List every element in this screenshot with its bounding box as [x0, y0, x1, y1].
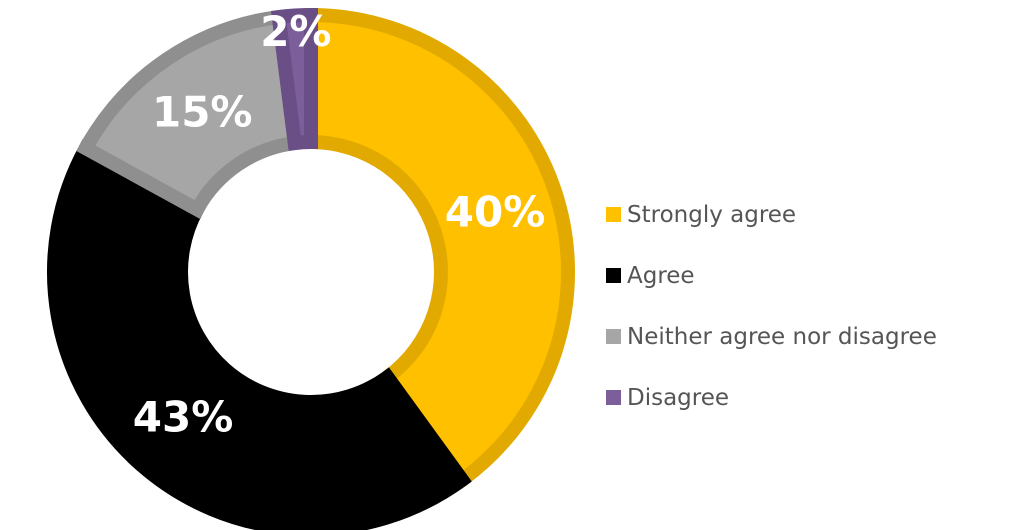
- slice-label-disagree: 2%: [260, 7, 331, 56]
- slice-disagree: [270, 7, 318, 151]
- legend-label-strongly-agree: Strongly agree: [627, 201, 797, 228]
- donut-slices: [47, 7, 575, 530]
- legend-swatch-agree: [606, 268, 621, 283]
- slice-strongly-agree: [304, 7, 575, 490]
- legend: Strongly agree Agree Neither agree nor d…: [606, 184, 937, 428]
- legend-item-neither: Neither agree nor disagree: [606, 306, 937, 367]
- slice-label-agree: 43%: [133, 393, 234, 442]
- legend-item-disagree: Disagree: [606, 367, 937, 428]
- legend-label-neither: Neither agree nor disagree: [627, 323, 937, 350]
- slice-label-strongly-agree: 40%: [445, 188, 546, 237]
- slice-labels: 40% 43% 15%2%: [133, 7, 546, 442]
- legend-item-strongly-agree: Strongly agree: [606, 184, 937, 245]
- slice-agree: [47, 138, 472, 530]
- legend-label-disagree: Disagree: [627, 384, 730, 411]
- slice-neither: [76, 9, 303, 219]
- legend-swatch-disagree: [606, 390, 621, 405]
- slice-label-neither: 15%: [152, 87, 253, 136]
- legend-swatch-neither: [606, 329, 621, 344]
- legend-swatch-strongly-agree: [606, 207, 621, 222]
- legend-label-agree: Agree: [627, 262, 695, 289]
- legend-item-agree: Agree: [606, 245, 937, 306]
